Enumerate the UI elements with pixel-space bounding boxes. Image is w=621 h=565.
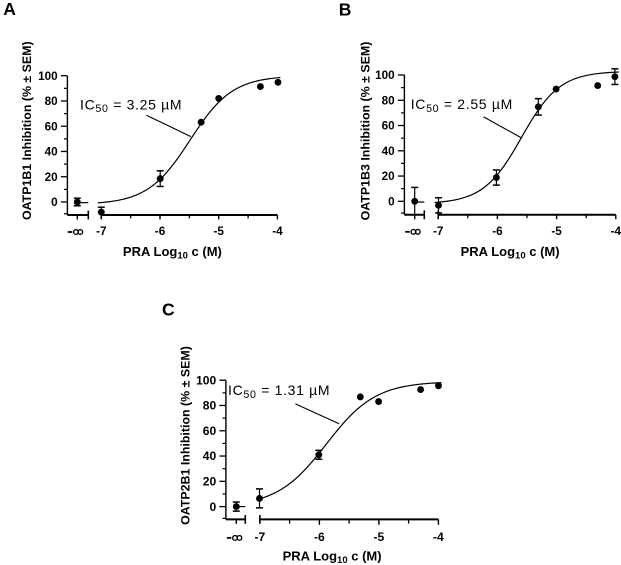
svg-text:OATP1B3 Inhibition (% ± SEM): OATP1B3 Inhibition (% ± SEM) <box>359 42 373 221</box>
svg-text:-6: -6 <box>314 530 325 544</box>
svg-text:-6: -6 <box>155 225 166 238</box>
svg-text:B: B <box>339 0 352 20</box>
svg-text:-4: -4 <box>272 225 283 238</box>
svg-text:OATP2B1 Inhibition (% ± SEM): OATP2B1 Inhibition (% ± SEM) <box>178 346 192 525</box>
svg-text:100: 100 <box>38 70 58 83</box>
svg-text:40: 40 <box>45 146 59 159</box>
svg-text:-7: -7 <box>255 530 266 544</box>
svg-text:40: 40 <box>203 449 217 463</box>
svg-text:OATP1B1 Inhibition (% ± SEM): OATP1B1 Inhibition (% ± SEM) <box>20 41 34 220</box>
svg-text:40: 40 <box>382 145 396 158</box>
svg-text:-5: -5 <box>374 530 385 544</box>
svg-text:0: 0 <box>51 196 58 209</box>
svg-text:60: 60 <box>203 424 217 438</box>
svg-text:100: 100 <box>375 69 395 82</box>
svg-text:80: 80 <box>45 95 59 108</box>
svg-text:PRA Log10 c (M): PRA Log10 c (M) <box>283 549 382 565</box>
svg-text:80: 80 <box>203 399 217 413</box>
svg-text:-7: -7 <box>96 225 106 238</box>
svg-text:100: 100 <box>196 373 216 387</box>
svg-text:C: C <box>162 299 175 319</box>
svg-text:-4: -4 <box>433 530 444 544</box>
svg-text:PRA Log10 c (M): PRA Log10 c (M) <box>123 244 222 262</box>
svg-text:-5: -5 <box>551 225 562 238</box>
svg-text:0: 0 <box>209 500 216 514</box>
svg-text:PRA Log10 c (M): PRA Log10 c (M) <box>461 244 560 262</box>
svg-text:0: 0 <box>388 196 395 209</box>
svg-text:80: 80 <box>382 94 396 107</box>
svg-text:20: 20 <box>203 475 217 489</box>
svg-text:-7: -7 <box>433 225 443 238</box>
svg-text:-4: -4 <box>611 225 621 238</box>
svg-text:-6: -6 <box>492 225 503 238</box>
svg-text:A: A <box>3 0 16 19</box>
svg-text:60: 60 <box>382 120 396 133</box>
svg-text:20: 20 <box>382 170 396 183</box>
svg-text:60: 60 <box>45 120 59 133</box>
svg-text:20: 20 <box>45 171 59 184</box>
svg-text:-5: -5 <box>213 225 224 238</box>
